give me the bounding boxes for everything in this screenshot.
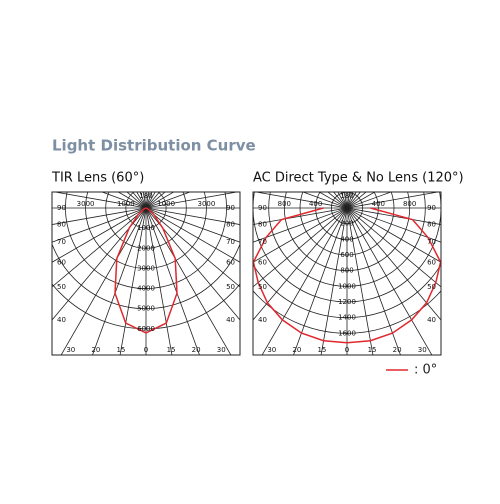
angle-label: 70 — [226, 238, 235, 246]
legend-label: : 0° — [414, 363, 437, 378]
legend: : 0° — [386, 363, 437, 378]
grid-circle — [125, 192, 167, 229]
angle-label: 15 — [317, 346, 326, 354]
angle-label: 20 — [292, 346, 301, 354]
angle-label: 0 — [144, 346, 148, 354]
radial-line — [320, 192, 351, 355]
r-tick-label: 1600 — [338, 329, 356, 337]
angle-label: 180 — [139, 192, 152, 200]
top-r-tick-label: 3000 — [198, 200, 216, 208]
r-tick-label: 3000 — [137, 264, 155, 272]
angle-label: 50 — [226, 283, 235, 291]
plot-frame — [252, 191, 442, 356]
top-r-tick-label: 800 — [403, 200, 416, 208]
radial-line — [60, 192, 156, 355]
angle-label: 80 — [57, 221, 66, 229]
angle-label: 50 — [258, 283, 267, 291]
top-r-tick-label: 400 — [372, 200, 385, 208]
r-tick-label: 5000 — [137, 305, 155, 313]
r-tick-label: 6000 — [137, 325, 155, 333]
angle-label: 70 — [57, 238, 66, 246]
angle-label: 20 — [393, 346, 402, 354]
top-r-tick-label: 1000 — [157, 200, 175, 208]
angle-label: 80 — [226, 221, 235, 229]
angle-label: 30 — [217, 346, 226, 354]
r-tick-label: 800 — [340, 267, 353, 275]
radial-line — [132, 192, 240, 321]
angle-label: 60 — [258, 258, 267, 266]
polar-plot — [52, 192, 240, 355]
angle-label: 30 — [66, 346, 75, 354]
page-title: Light Distribution Curve — [52, 137, 256, 155]
top-r-tick-label: 1000 — [117, 200, 135, 208]
grid-circle — [85, 192, 207, 269]
r-tick-label: 400 — [340, 235, 353, 243]
grid-circle — [268, 192, 426, 287]
r-tick-label: 1000 — [338, 282, 356, 290]
angle-label: 80 — [427, 221, 436, 229]
angle-label: 15 — [368, 346, 377, 354]
grid-circle — [283, 192, 411, 272]
r-tick-label: 200 — [340, 220, 353, 228]
grid-circle — [315, 192, 379, 240]
angle-label: 15 — [116, 346, 125, 354]
angle-label: 20 — [91, 346, 100, 354]
angle-label: 50 — [57, 283, 66, 291]
distribution-curve — [114, 207, 178, 334]
angle-label: 90 — [57, 204, 66, 212]
angle-label: 40 — [57, 316, 66, 324]
angle-label: 180 — [340, 192, 353, 200]
grid-circle — [299, 192, 395, 256]
angle-label: 60 — [57, 258, 66, 266]
angle-label: 20 — [192, 346, 201, 354]
grid-circle — [52, 283, 240, 330]
grid-circle — [52, 242, 240, 310]
angle-label: 60 — [427, 258, 436, 266]
top-r-tick-label: 800 — [278, 200, 291, 208]
grid-circle — [105, 192, 187, 249]
angle-label: 15 — [167, 346, 176, 354]
r-tick-label: 1400 — [338, 314, 356, 322]
panel-title: AC Direct Type & No Lens (120°) — [253, 171, 464, 186]
panel-title: TIR Lens (60°) — [51, 171, 144, 186]
r-tick-label: 2000 — [137, 244, 155, 252]
r-tick-label: 1000 — [137, 224, 155, 232]
r-tick-label: 600 — [340, 251, 353, 259]
top-r-tick-label: 3000 — [77, 200, 95, 208]
angle-label: 70 — [258, 238, 267, 246]
r-tick-label: 1200 — [338, 298, 356, 306]
angle-label: 90 — [258, 204, 267, 212]
angle-label: 90 — [427, 204, 436, 212]
grid-circle — [65, 192, 227, 289]
angle-label: 60 — [226, 258, 235, 266]
r-tick-label: 4000 — [137, 285, 155, 293]
grid-circle — [253, 263, 441, 319]
angle-label: 0 — [345, 346, 349, 354]
plot-frame — [51, 191, 241, 356]
radial-line — [52, 192, 160, 321]
angle-label: 40 — [427, 316, 436, 324]
angle-label: 80 — [258, 221, 267, 229]
radial-line — [136, 192, 232, 355]
top-r-tick-label: 400 — [309, 200, 322, 208]
angle-label: 30 — [418, 346, 427, 354]
angle-label: 50 — [427, 283, 436, 291]
angle-label: 90 — [226, 204, 235, 212]
angle-label: 70 — [427, 238, 436, 246]
grid-circle — [253, 290, 441, 334]
angle-label: 40 — [226, 316, 235, 324]
polar-plot — [253, 192, 441, 355]
grid-circle — [253, 192, 441, 303]
angle-label: 30 — [267, 346, 276, 354]
angle-label: 40 — [258, 316, 267, 324]
